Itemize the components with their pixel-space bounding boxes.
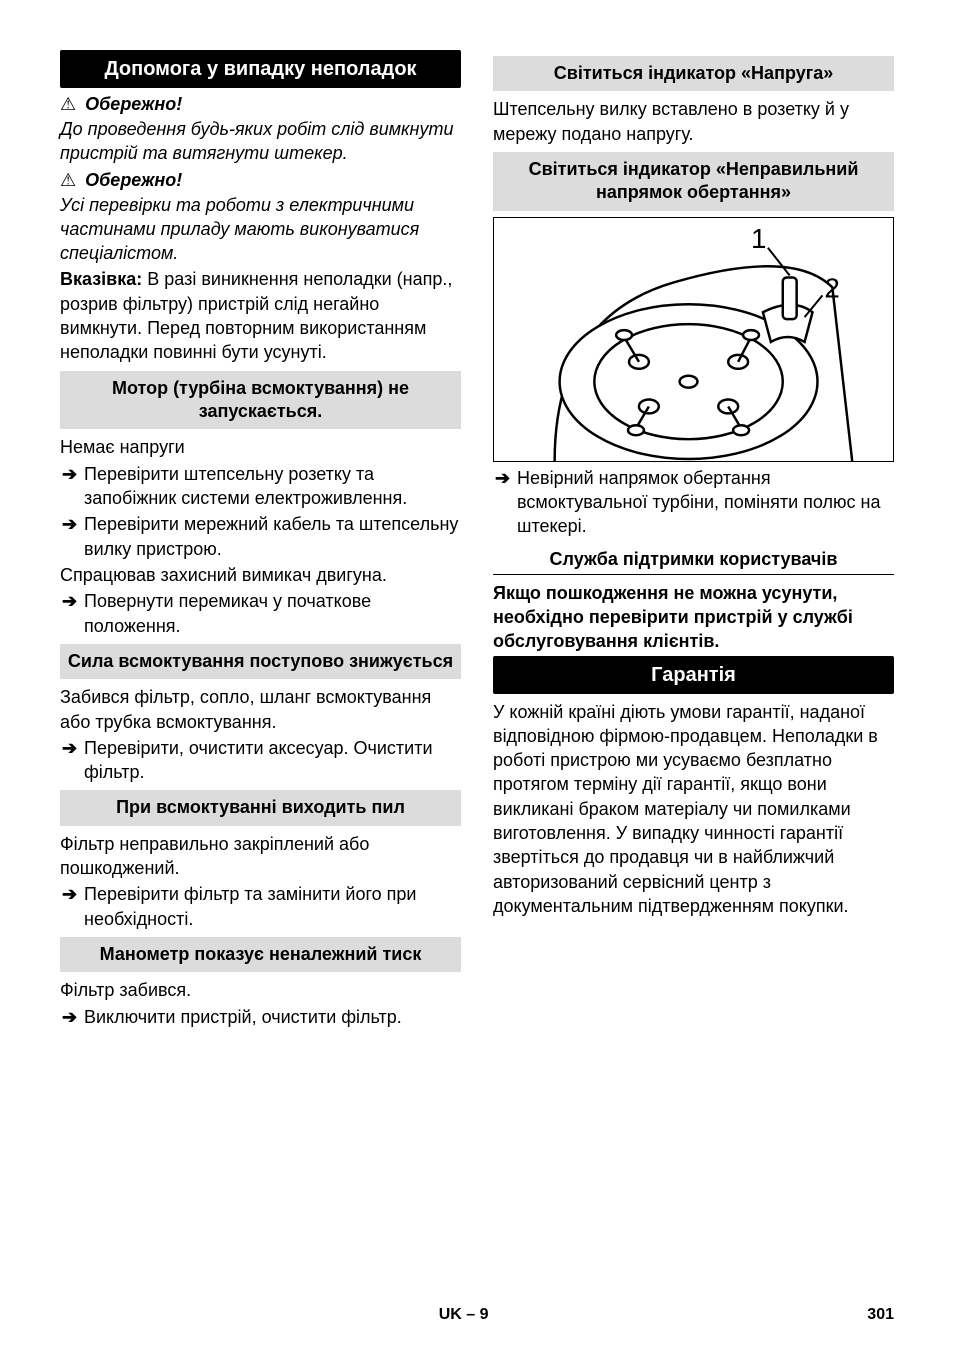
step-item: ➔ Перевірити, очистити аксесуар. Очистит…	[60, 736, 461, 785]
sec1-s1: Перевірити штепсельну розетку та запобіж…	[84, 462, 461, 511]
diagram-label-2: 2	[824, 272, 839, 303]
arrow-icon: ➔	[62, 589, 84, 638]
heading-warranty: Гарантія	[493, 656, 894, 694]
warranty-text: У кожній країні діють умови гарантії, на…	[493, 700, 894, 919]
note-paragraph: Вказівка: В разі виникнення неполадки (н…	[60, 267, 461, 364]
step-item: ➔ Перевірити мережний кабель та штепсель…	[60, 512, 461, 561]
caution-2: ⚠ Обережно!	[60, 170, 461, 191]
sec7-p1-text: Якщо пошкодження не можна усунути, необх…	[493, 583, 853, 652]
plug-diagram: 1 2	[493, 217, 894, 462]
heading-voltage-indicator: Світиться індикатор «Напруга»	[493, 56, 894, 91]
sec1-s2: Перевірити мережний кабель та штепсельну…	[84, 512, 461, 561]
heading-dust-escaping: При всмоктуванні виходить пил	[60, 790, 461, 825]
arrow-icon: ➔	[62, 882, 84, 931]
heading-customer-service: Служба підтримки користувачів	[493, 545, 894, 575]
left-column: Допомога у випадку неполадок ⚠ Обережно!…	[60, 50, 461, 1031]
plug-svg: 1 2	[494, 218, 893, 461]
sec1-p1: Немає напруги	[60, 435, 461, 459]
right-column: Світиться індикатор «Напруга» Штепсельну…	[493, 50, 894, 1031]
sec3-s1: Перевірити фільтр та замінити його при н…	[84, 882, 461, 931]
sec2-s1: Перевірити, очистити аксесуар. Очистити …	[84, 736, 461, 785]
sec7-p1: Якщо пошкодження не можна усунути, необх…	[493, 581, 894, 654]
heading-suction-decreasing: Сила всмоктування поступово знижується	[60, 644, 461, 679]
caution-2-text: Усі перевірки та роботи з електричними ч…	[60, 193, 461, 266]
sec5-p1: Штепсельну вилку вставлено в розетку й у…	[493, 97, 894, 146]
heading-gauge-pressure: Манометр показує неналежний тиск	[60, 937, 461, 972]
sec4-p1: Фільтр забився.	[60, 978, 461, 1002]
page-footer: UK – 9 301	[0, 1306, 954, 1324]
heading-motor-not-starting: Мотор (турбіна всмоктування) не запускає…	[60, 371, 461, 430]
arrow-icon: ➔	[62, 736, 84, 785]
arrow-icon: ➔	[62, 1005, 84, 1029]
footer-center: UK – 9	[439, 1306, 489, 1324]
arrow-icon: ➔	[495, 466, 517, 539]
caution-2-label: Обережно!	[85, 170, 182, 190]
sec1-s3: Повернути перемикач у початкове положенн…	[84, 589, 461, 638]
arrow-icon: ➔	[62, 462, 84, 511]
footer-right: 301	[867, 1306, 894, 1324]
sec6-s1: Невірний напрямок обертання всмоктувальн…	[517, 466, 894, 539]
sec1-p2: Спрацював захисний вимикач двигуна.	[60, 563, 461, 587]
sec2-p1: Забився фільтр, сопло, шланг всмоктуванн…	[60, 685, 461, 734]
arrow-icon: ➔	[62, 512, 84, 561]
step-item: ➔ Виключити пристрій, очистити фільтр.	[60, 1005, 461, 1029]
caution-1: ⚠ Обережно!	[60, 94, 461, 115]
step-item: ➔ Перевірити штепсельну розетку та запоб…	[60, 462, 461, 511]
sec4-s1: Виключити пристрій, очистити фільтр.	[84, 1005, 461, 1029]
caution-1-label: Обережно!	[85, 94, 182, 114]
heading-troubleshooting: Допомога у випадку неполадок	[60, 50, 461, 88]
caution-1-text: До проведення будь-яких робіт слід вимкн…	[60, 117, 461, 166]
sec3-p1: Фільтр неправильно закріплений або пошко…	[60, 832, 461, 881]
step-item: ➔ Невірний напрямок обертання всмоктувал…	[493, 466, 894, 539]
diagram-label-1: 1	[751, 223, 766, 254]
warning-icon: ⚠	[60, 94, 76, 114]
step-item: ➔ Перевірити фільтр та замінити його при…	[60, 882, 461, 931]
note-label: Вказівка:	[60, 269, 142, 289]
step-item: ➔ Повернути перемикач у початкове положе…	[60, 589, 461, 638]
heading-wrong-rotation: Світиться індикатор «Неправильний напрям…	[493, 152, 894, 211]
warning-icon: ⚠	[60, 170, 76, 190]
